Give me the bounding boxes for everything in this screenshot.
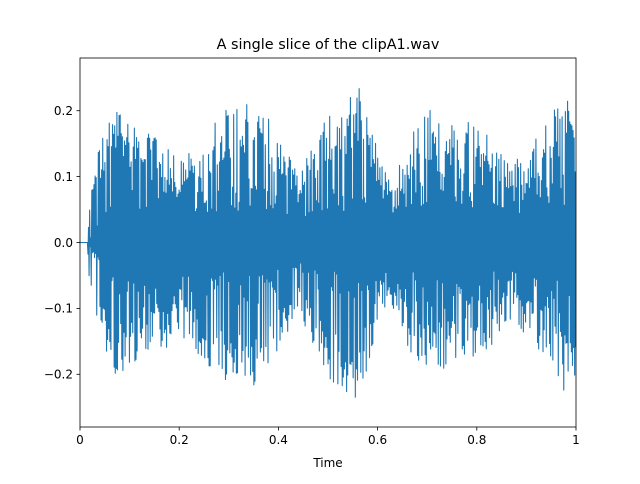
y-tick-label: −0.2 xyxy=(44,368,73,382)
x-tick-label: 0 xyxy=(76,433,84,447)
waveform-line xyxy=(80,88,576,398)
x-axis-label: Time xyxy=(312,456,342,470)
y-tick-label: 0.0 xyxy=(54,236,73,250)
y-tick-label: 0.1 xyxy=(54,170,73,184)
x-tick-label: 0.2 xyxy=(170,433,189,447)
x-tick-label: 0.8 xyxy=(467,433,486,447)
y-tick-label: −0.1 xyxy=(44,302,73,316)
chart-title: A single slice of the clipA1.wav xyxy=(217,37,440,53)
x-axis: 0 0.2 0.4 0.6 0.8 1 xyxy=(76,427,580,447)
x-tick-label: 1 xyxy=(572,433,580,447)
y-tick-label: 0.2 xyxy=(54,104,73,118)
x-tick-label: 0.6 xyxy=(368,433,387,447)
y-axis: −0.2 −0.1 0.0 0.1 0.2 xyxy=(44,104,80,382)
x-tick-label: 0.4 xyxy=(269,433,288,447)
plot-area xyxy=(80,88,576,398)
